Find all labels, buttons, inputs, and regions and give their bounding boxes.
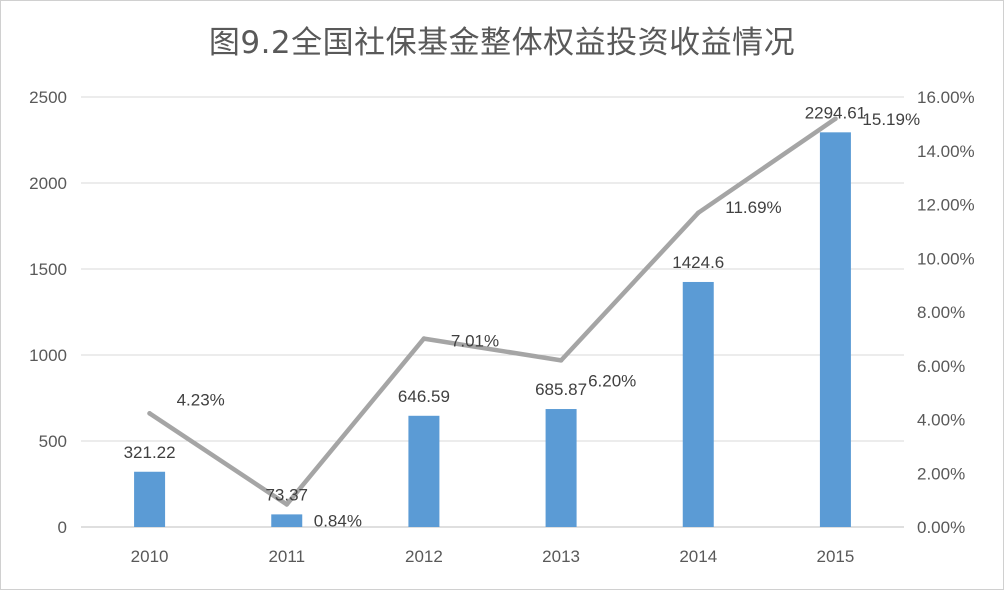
bar-value-label: 73.37	[265, 485, 308, 504]
line-value-label: 7.01%	[451, 332, 499, 351]
bar	[545, 409, 577, 527]
bar	[271, 514, 303, 527]
bar-value-label: 646.59	[398, 387, 450, 406]
y-left-tick-label: 2000	[29, 174, 67, 193]
line-value-label: 6.20%	[588, 371, 636, 390]
line-series	[147, 116, 838, 507]
chart-title: 图9.2全国社保基金整体权益投资收益情况	[208, 25, 796, 61]
y-left-tick-label: 1500	[29, 260, 67, 279]
line-point	[147, 411, 152, 416]
bar	[134, 471, 166, 527]
y-right-tick-label: 14.00%	[917, 142, 975, 161]
y-right-tick-label: 16.00%	[917, 88, 975, 107]
x-tick-label: 2011	[268, 547, 305, 566]
bar-value-label: 1424.6	[672, 253, 724, 272]
y-right-tick-label: 10.00%	[917, 249, 975, 268]
line-point	[695, 210, 701, 216]
line-value-label: 15.19%	[862, 110, 920, 129]
y-right-tick-label: 4.00%	[917, 411, 965, 430]
bar-value-label: 685.87	[535, 380, 587, 399]
line-point	[284, 502, 290, 507]
x-tick-label: 2010	[131, 547, 169, 566]
line-value-label: 11.69%	[725, 198, 781, 217]
y-left-tick-label: 2500	[29, 88, 67, 107]
y-left-tick-label: 1000	[29, 346, 67, 365]
bar-value-label: 2294.61	[805, 103, 866, 122]
line-value-label: 0.84%	[314, 511, 362, 530]
y-left-tick-label: 500	[39, 432, 67, 451]
y-right-tick-label: 12.00%	[917, 196, 975, 215]
bar-value-label: 321.22	[124, 443, 176, 462]
y-right-tick-label: 2.00%	[917, 464, 965, 483]
y-right-tick-label: 6.00%	[917, 357, 965, 376]
x-tick-label: 2015	[817, 547, 855, 566]
x-tick-label: 2012	[405, 547, 443, 566]
bar-series	[134, 132, 851, 527]
line-point	[833, 116, 838, 122]
line-point	[558, 358, 564, 363]
x-tick-label: 2014	[679, 547, 717, 566]
y-right-tick-label: 0.00%	[917, 518, 965, 537]
axes: 0 500 1000 1500 2000 2500 0.00% 2.00% 4.00% 6.00%…	[29, 88, 975, 566]
line-path	[147, 116, 838, 507]
data-labels: 321.22 73.37 646.59 685.87 1424.6 2294.61 4.23…	[124, 103, 921, 530]
gridlines	[81, 96, 904, 528]
y-left-tick-label: 0	[58, 518, 67, 537]
line-point	[421, 336, 427, 341]
y-right-tick-label: 8.00%	[917, 303, 965, 322]
bar	[682, 281, 714, 527]
line-value-label: 4.23%	[177, 390, 225, 409]
bar	[408, 415, 440, 527]
x-tick-label: 2013	[542, 547, 580, 566]
bar	[819, 132, 851, 527]
